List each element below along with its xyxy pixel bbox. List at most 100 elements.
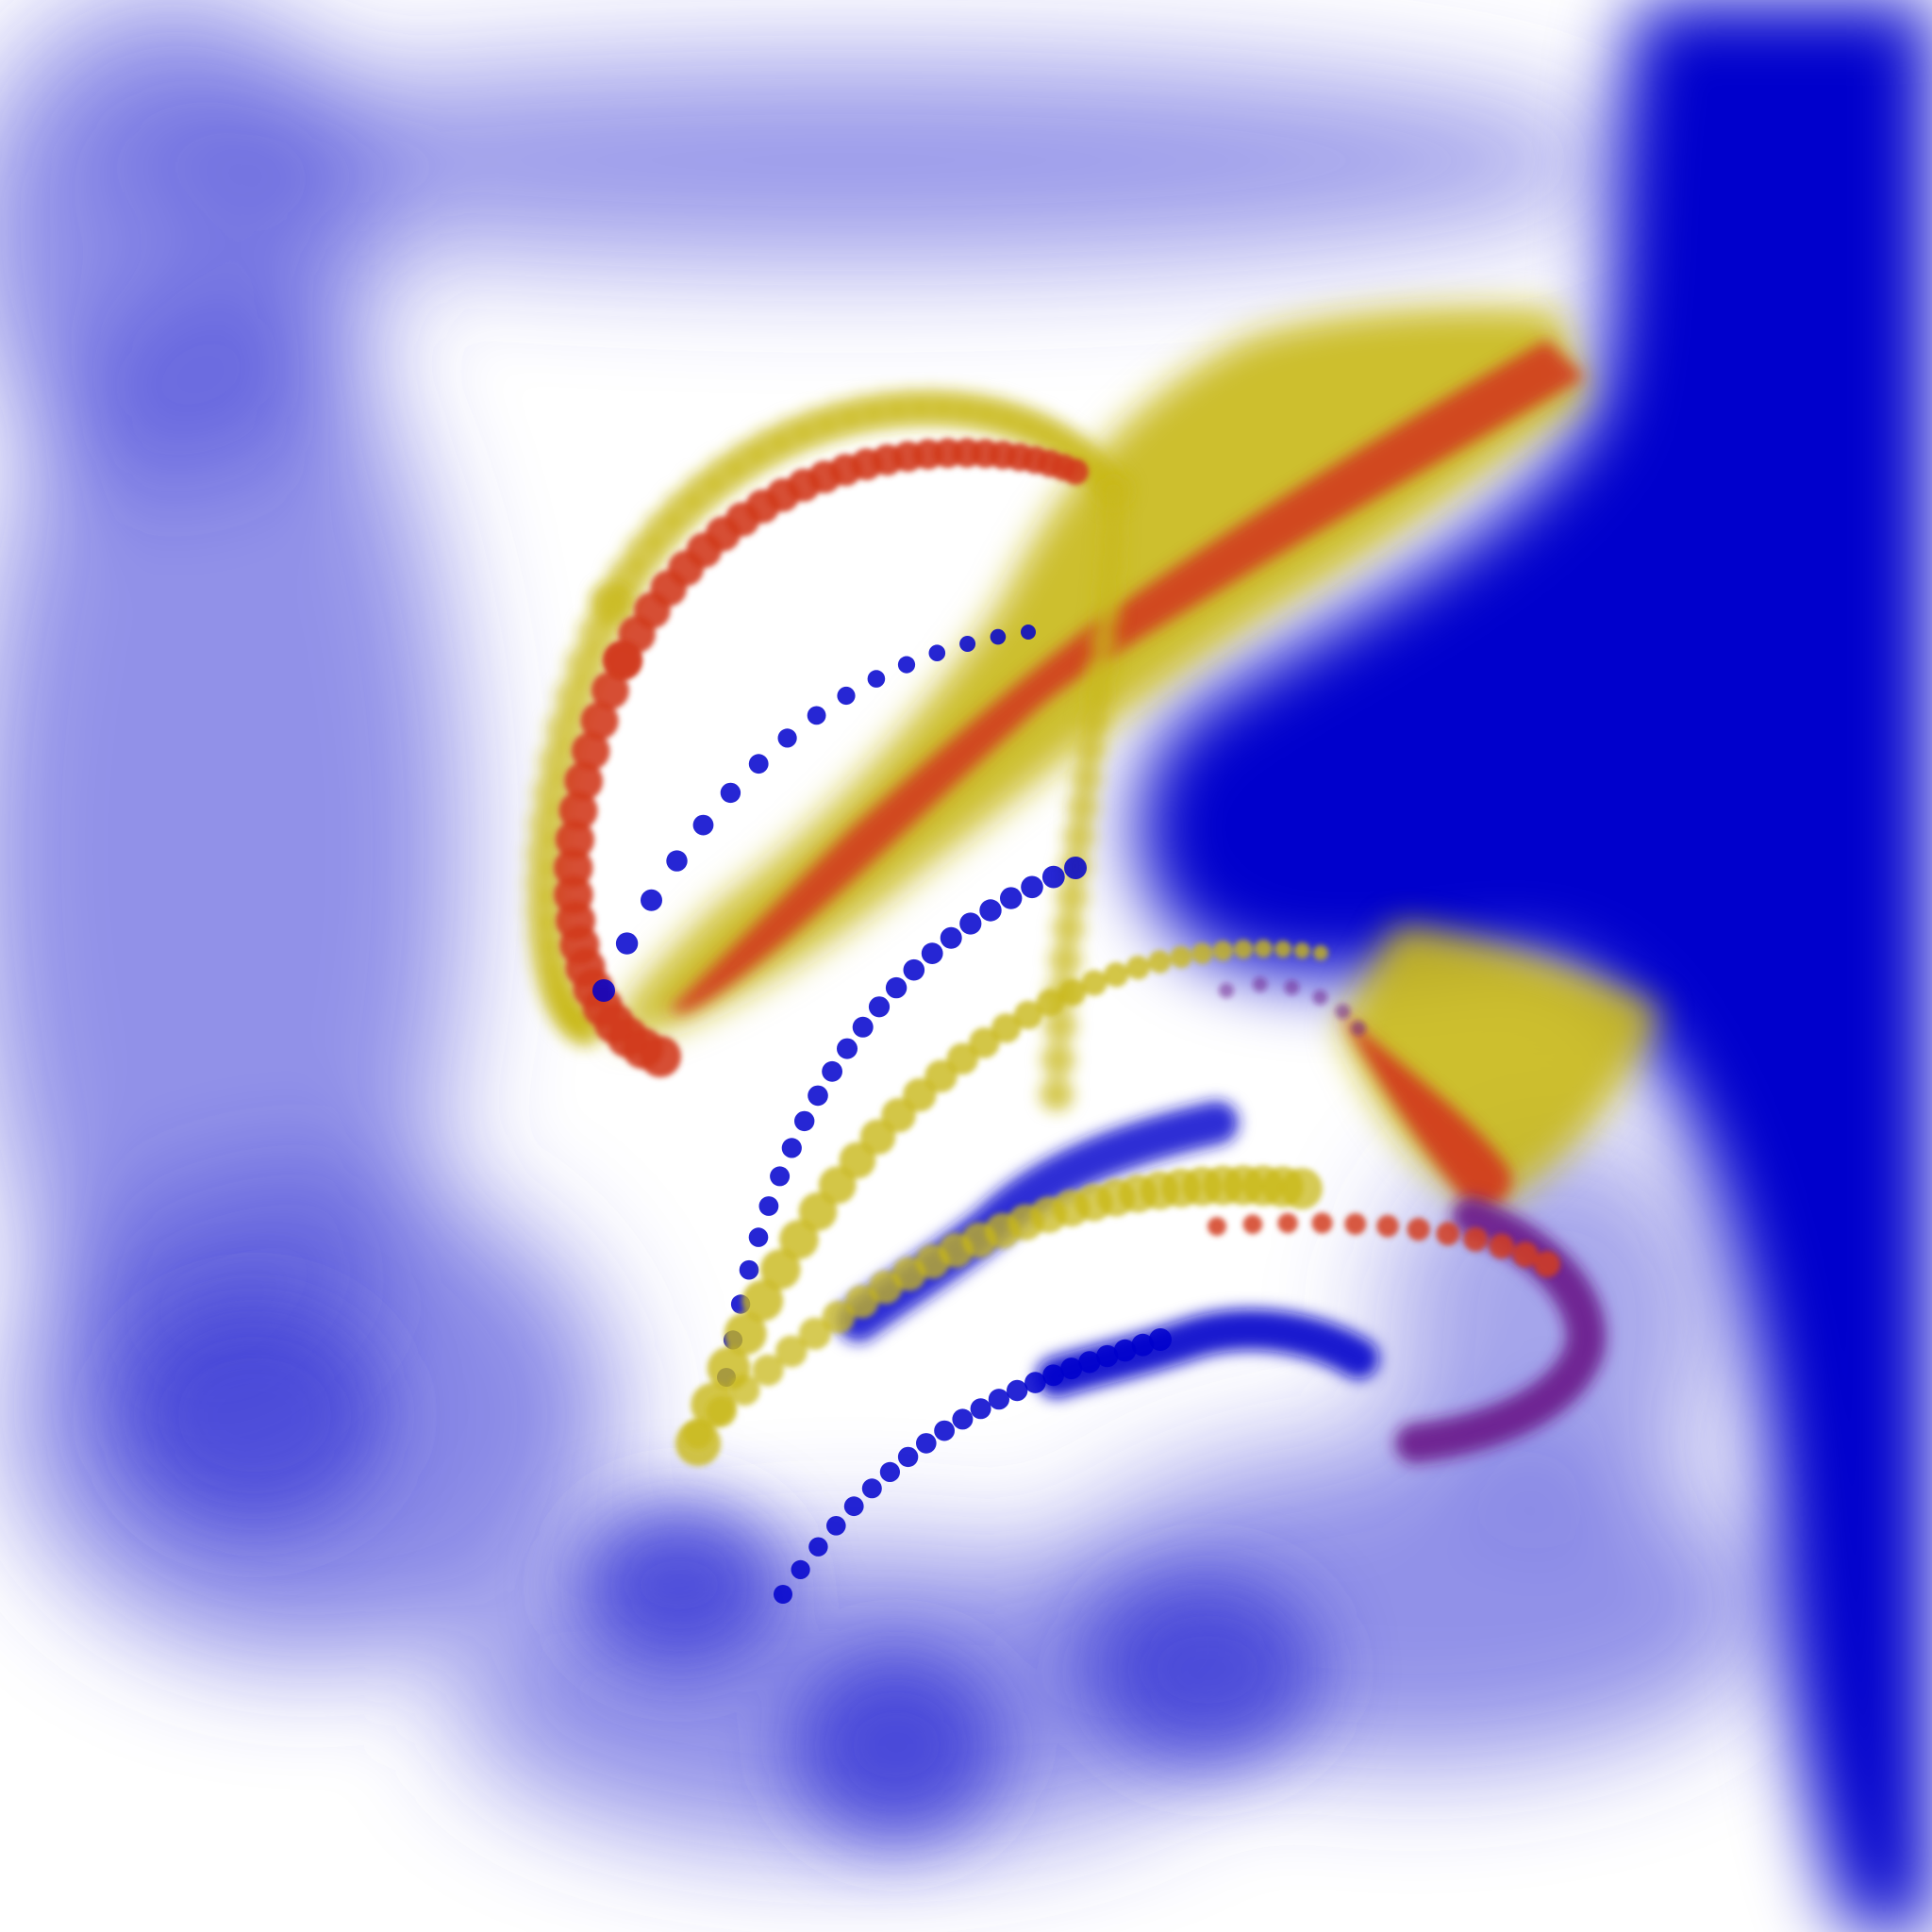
blue-dot-inner-dot: [837, 686, 856, 706]
purple-dot-arc-dot: [1312, 990, 1328, 1006]
yellow-dot-column-dot: [1086, 653, 1115, 683]
blue-dot-long-dot: [739, 1259, 759, 1280]
blue-dot-inner-dot: [897, 656, 916, 674]
blue-dot-inner-dot: [692, 814, 714, 836]
blue-dot-bottom-dot: [1113, 1339, 1137, 1362]
red-dot-loop-b-dot: [591, 671, 629, 710]
red-dot-arc-dot: [1242, 1214, 1263, 1235]
blue-blob-bottom-3: [1094, 1575, 1321, 1764]
blue-dot-inner-dot: [807, 706, 826, 725]
yellow-dot-arc-dot: [1148, 950, 1172, 974]
blue-dot-bottom-dot: [952, 1408, 974, 1430]
blue-mass-shape: [1137, 0, 1932, 1932]
red-dot-loop-b: [553, 641, 681, 1077]
blue-dot-bottom-dot: [988, 1389, 1009, 1410]
purple-dot-arc-dot: [1351, 1021, 1366, 1036]
yellow-dot-arc-dot: [1104, 961, 1129, 988]
red-dot-arc: [1208, 1212, 1560, 1277]
blue-dot-bottom-dot: [1149, 1328, 1172, 1351]
blue-dot-bottom-dot: [1096, 1344, 1119, 1368]
blue-dot-long-dot: [868, 996, 891, 1018]
red-streak-layer: [670, 340, 1585, 1207]
blue-mass-right: [1137, 0, 1932, 1932]
blue-dot-long-dot: [808, 1085, 828, 1107]
red-dot-arc-dot: [1208, 1217, 1226, 1236]
yellow-dot-arc-dot: [779, 1220, 819, 1259]
blue-dot-bottom-dot: [826, 1516, 846, 1536]
blue-dot-long-dot: [748, 1227, 769, 1247]
yellow-dot-arc-dot: [1191, 942, 1213, 964]
yellow-dot-column-dot: [1082, 680, 1112, 710]
blue-dot-bottom-dot: [843, 1496, 864, 1517]
blue-dot-bottom-dot: [791, 1559, 810, 1579]
yellow-dot-arc-dot: [1081, 970, 1108, 996]
blue-dot-long-dot: [903, 958, 925, 981]
yellow-dot-column-dot: [1067, 791, 1099, 823]
yellow-dot-column-dot: [1049, 943, 1082, 976]
purple-dot-arc-dot: [1335, 1004, 1351, 1020]
blue-dot-bottom-dot: [1007, 1379, 1028, 1402]
yellow-dot-arc-2-dot: [798, 1317, 831, 1350]
yellow-dot-arc-dot: [903, 1077, 937, 1112]
blue-dot-inner-dot: [867, 670, 886, 688]
yellow-dot-column-dot: [1056, 881, 1089, 913]
blue-dot-long-dot: [781, 1138, 802, 1158]
red-dot-arc-dot: [1407, 1217, 1430, 1241]
red-dot-arc-dot: [1277, 1212, 1298, 1234]
red-dot-loop-b-dot: [580, 701, 619, 741]
yellow-dot-loop-b-dot: [566, 644, 608, 687]
red-dot-arc-dot: [1463, 1226, 1489, 1252]
red-dot-arc-dot: [1534, 1251, 1560, 1277]
blue-blob-bottom-1: [575, 1500, 783, 1670]
yellow-dot-arc-dot: [1293, 942, 1310, 959]
red-dot-loop-b-dot: [571, 731, 610, 771]
blue-dot-long-dot: [1041, 865, 1065, 889]
yellow-dot-column-dot: [1099, 501, 1126, 529]
yellow-dot-arc-dot: [1234, 940, 1254, 959]
yellow-dot-arc-2-dot: [752, 1354, 784, 1387]
red-dot-arc-dot: [1311, 1212, 1333, 1234]
yellow-dot-arc-2-dot: [774, 1335, 808, 1368]
blue-dot-long-dot: [1000, 887, 1023, 909]
yellow-dot-arc-dot: [1170, 945, 1192, 969]
yellow-dot-arc-dot: [1254, 940, 1273, 958]
yellow-dot-arc-dot: [818, 1166, 857, 1205]
blue-dot-long-dot: [758, 1196, 779, 1216]
purple-dot-arc-dot: [1284, 979, 1300, 995]
blue-dot-inner: [592, 625, 1036, 1002]
blue-dot-bottom-dot: [1078, 1351, 1101, 1374]
yellow-dot-arc-2-dot: [845, 1285, 879, 1319]
blue-dot-long-dot: [921, 942, 943, 964]
blue-dot-long-dot: [1021, 875, 1043, 899]
yellow-dot-arc-dot: [1313, 945, 1328, 960]
blue-dot-inner-dot: [641, 889, 662, 911]
blue-dot-long-dot: [794, 1110, 815, 1132]
yellow-dot-arc-2-dot: [822, 1300, 856, 1334]
blue-dot-bottom-dot: [861, 1478, 882, 1499]
blue-blob-left: [123, 1302, 387, 1528]
blue-dot-bottom-dot: [1131, 1333, 1155, 1357]
red-streak-lower: [1340, 1009, 1511, 1207]
yellow-dot-column-dot: [1089, 627, 1118, 657]
blue-dot-inner-dot: [666, 850, 688, 872]
blue-haze-left: [0, 264, 462, 1434]
yellow-dot-column-dot: [1078, 707, 1109, 738]
blue-dot-bottom-dot: [897, 1446, 919, 1468]
yellow-dot-arc-dot: [1013, 1000, 1043, 1030]
red-dot-loop-b-dot: [604, 641, 641, 679]
blue-dot-inner-dot: [592, 979, 615, 1002]
blue-dot-long-dot: [852, 1016, 874, 1038]
blue-blob-layer: [123, 1302, 1321, 1840]
blue-dot-long-dot: [1064, 857, 1087, 879]
blue-dot-long: [717, 857, 1087, 1387]
yellow-dot-arc-dot: [741, 1279, 784, 1322]
yellow-dot-column-dot: [1052, 911, 1085, 944]
red-streak-upper: [670, 340, 1585, 1013]
red-dot-arc-dot: [1512, 1241, 1539, 1268]
blue-dot-bottom-dot: [970, 1398, 991, 1420]
blue-dot-inner-dot: [959, 636, 976, 652]
yellow-dot-column-dot: [1100, 477, 1126, 504]
yellow-dot-arc-dot: [1036, 989, 1065, 1017]
yellow-dot-arc-dot: [991, 1013, 1022, 1043]
blue-dot-inner-dot: [777, 728, 797, 748]
